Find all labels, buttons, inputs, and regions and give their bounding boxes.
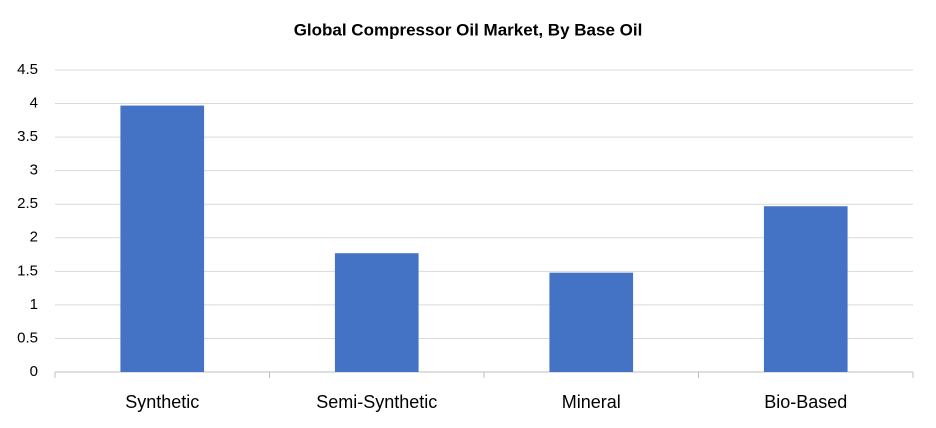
y-tick-label: 2.5	[17, 195, 38, 212]
bar	[334, 253, 419, 372]
y-tick-label: 2	[30, 229, 38, 246]
bar	[120, 105, 205, 373]
y-tick-label: 4	[30, 95, 38, 112]
x-tick-label: Bio-Based	[764, 392, 847, 412]
y-tick-label: 3.5	[17, 128, 38, 145]
bar	[763, 206, 848, 372]
y-tick-label: 3	[30, 162, 38, 179]
x-tick-label: Mineral	[562, 392, 621, 412]
chart-title: Global Compressor Oil Market, By Base Oi…	[294, 20, 643, 39]
y-tick-label: 0	[30, 363, 38, 380]
bar	[549, 272, 634, 372]
x-tick-label: Synthetic	[125, 392, 199, 412]
y-tick-label: 1	[30, 296, 38, 313]
y-tick-label: 4.5	[17, 61, 38, 78]
x-tick-label: Semi-Synthetic	[316, 392, 437, 412]
y-tick-label: 0.5	[17, 329, 38, 346]
y-tick-label: 1.5	[17, 262, 38, 279]
